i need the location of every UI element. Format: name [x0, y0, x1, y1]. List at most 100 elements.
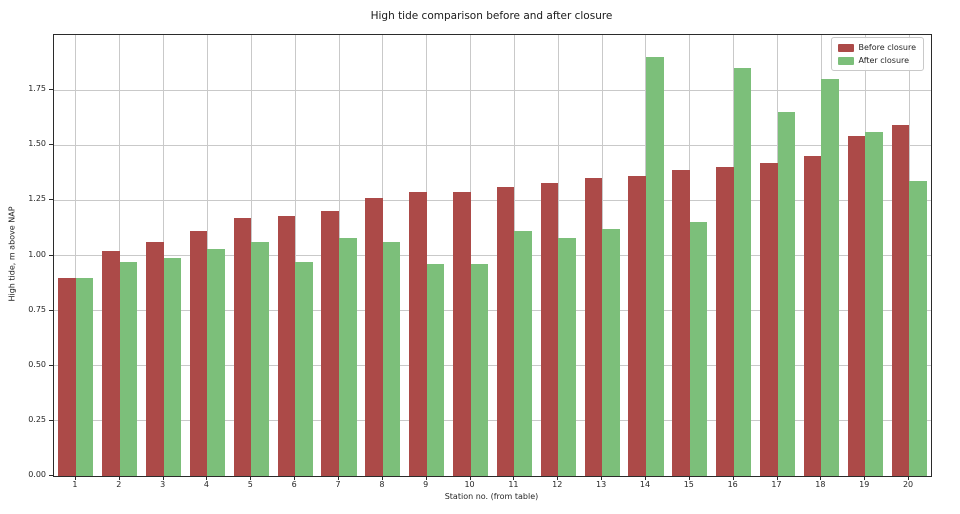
- legend: Before closure After closure: [830, 37, 924, 71]
- x-tick-label: 10: [464, 480, 475, 489]
- bar-after-closure-station-9: [426, 264, 445, 476]
- x-tick-mark: [601, 476, 603, 480]
- x-tick-mark: [425, 476, 427, 480]
- x-tick-mark: [294, 476, 296, 480]
- bar-after-closure-station-12: [558, 237, 576, 476]
- x-tick-mark: [118, 476, 120, 480]
- bar-after-closure-station-18: [821, 79, 839, 476]
- bar-after-closure-station-14: [645, 57, 664, 476]
- bar-before-closure-station-8: [365, 198, 383, 476]
- x-tick-mark: [908, 476, 910, 480]
- x-tick-label: 15: [683, 480, 694, 489]
- x-axis-label: Station no. (from table): [444, 492, 539, 501]
- y-tick-mark: [49, 309, 53, 311]
- grid-line-horizontal: [54, 144, 931, 146]
- bar-before-closure-station-12: [540, 182, 559, 476]
- bar-before-closure-station-16: [716, 167, 734, 476]
- x-tick-label: 6: [291, 480, 297, 489]
- bar-before-closure-station-7: [321, 211, 340, 476]
- y-tick-mark: [49, 364, 53, 366]
- bar-before-closure-station-3: [146, 242, 164, 476]
- y-tick-label: 0.00: [28, 470, 46, 479]
- bar-after-closure-station-19: [865, 132, 883, 476]
- bar-before-closure-station-10: [453, 191, 471, 476]
- bar-after-closure-station-13: [602, 229, 620, 476]
- y-tick-mark: [49, 254, 53, 256]
- legend-item-after-closure: After closure: [837, 56, 917, 65]
- y-tick-label: 1.25: [28, 194, 46, 204]
- bar-after-closure-station-16: [733, 68, 752, 476]
- x-tick-label: 2: [116, 480, 122, 489]
- bar-after-closure-station-1: [75, 277, 94, 476]
- x-tick-mark: [74, 476, 76, 480]
- grid-line-horizontal: [54, 365, 931, 367]
- bar-after-closure-station-4: [207, 248, 225, 476]
- legend-swatch-after-closure: [837, 56, 854, 65]
- bar-before-closure-station-20: [891, 125, 910, 476]
- x-tick-label: 13: [596, 480, 607, 489]
- x-tick-label: 9: [423, 480, 429, 489]
- bar-after-closure-station-5: [251, 242, 269, 476]
- y-tick-mark: [49, 89, 53, 91]
- x-tick-label: 7: [335, 480, 341, 489]
- bar-before-closure-station-11: [496, 187, 515, 476]
- bar-before-closure-station-5: [233, 218, 252, 476]
- x-tick-label: 18: [815, 480, 826, 489]
- grid-line-horizontal: [54, 420, 931, 422]
- chart-title: High tide comparison before and after cl…: [370, 10, 613, 22]
- x-tick-mark: [688, 476, 690, 480]
- x-tick-mark: [338, 476, 340, 480]
- y-tick-mark: [49, 199, 53, 201]
- x-tick-label: 11: [508, 480, 519, 489]
- x-tick-label: 3: [160, 480, 166, 489]
- bar-after-closure-station-2: [119, 262, 138, 476]
- bar-after-closure-station-15: [689, 222, 708, 476]
- y-tick-label: 0.50: [28, 359, 46, 369]
- bar-before-closure-station-18: [803, 156, 822, 476]
- bar-before-closure-station-14: [628, 176, 646, 476]
- x-tick-mark: [206, 476, 208, 480]
- grid-line-vertical: [426, 35, 428, 476]
- legend-label-after-closure: After closure: [858, 56, 910, 65]
- grid-line-vertical: [470, 35, 472, 476]
- x-tick-label: 20: [902, 480, 914, 489]
- x-tick-label: 5: [247, 480, 253, 489]
- y-tick-label: 0.75: [28, 304, 46, 314]
- bar-after-closure-station-7: [339, 237, 357, 476]
- bar-after-closure-station-8: [382, 242, 401, 476]
- x-tick-label: 12: [552, 480, 563, 489]
- bar-before-closure-station-2: [102, 251, 120, 476]
- x-tick-label: 14: [639, 480, 651, 489]
- x-tick-mark: [732, 476, 734, 480]
- bar-before-closure-station-4: [189, 231, 208, 476]
- grid-line-horizontal: [54, 89, 931, 91]
- bar-after-closure-station-20: [909, 180, 927, 476]
- bar-before-closure-station-1: [58, 277, 76, 476]
- bar-after-closure-station-11: [514, 231, 532, 476]
- x-tick-label: 16: [727, 480, 738, 489]
- y-tick-label: 1.00: [28, 249, 46, 259]
- grid-line-vertical: [75, 35, 77, 476]
- x-tick-mark: [644, 476, 646, 480]
- legend-label-before-closure: Before closure: [858, 43, 917, 52]
- bar-after-closure-station-3: [163, 257, 182, 476]
- x-tick-mark: [776, 476, 778, 480]
- bar-after-closure-station-10: [470, 264, 489, 476]
- bar-before-closure-station-13: [584, 178, 603, 476]
- y-tick-mark: [49, 144, 53, 146]
- bar-before-closure-station-19: [847, 136, 866, 476]
- x-tick-label: 1: [72, 480, 78, 489]
- x-tick-mark: [557, 476, 559, 480]
- grid-line-horizontal: [54, 255, 931, 256]
- x-tick-mark: [513, 476, 515, 480]
- x-tick-label: 4: [203, 480, 210, 489]
- x-tick-mark: [162, 476, 164, 480]
- x-tick-mark: [820, 476, 822, 480]
- bar-after-closure-station-6: [295, 262, 313, 476]
- x-tick-mark: [250, 476, 252, 480]
- grid-line-vertical: [163, 35, 165, 476]
- bar-after-closure-station-17: [777, 112, 796, 476]
- y-tick-mark: [49, 419, 53, 421]
- grid-line-vertical: [294, 35, 296, 476]
